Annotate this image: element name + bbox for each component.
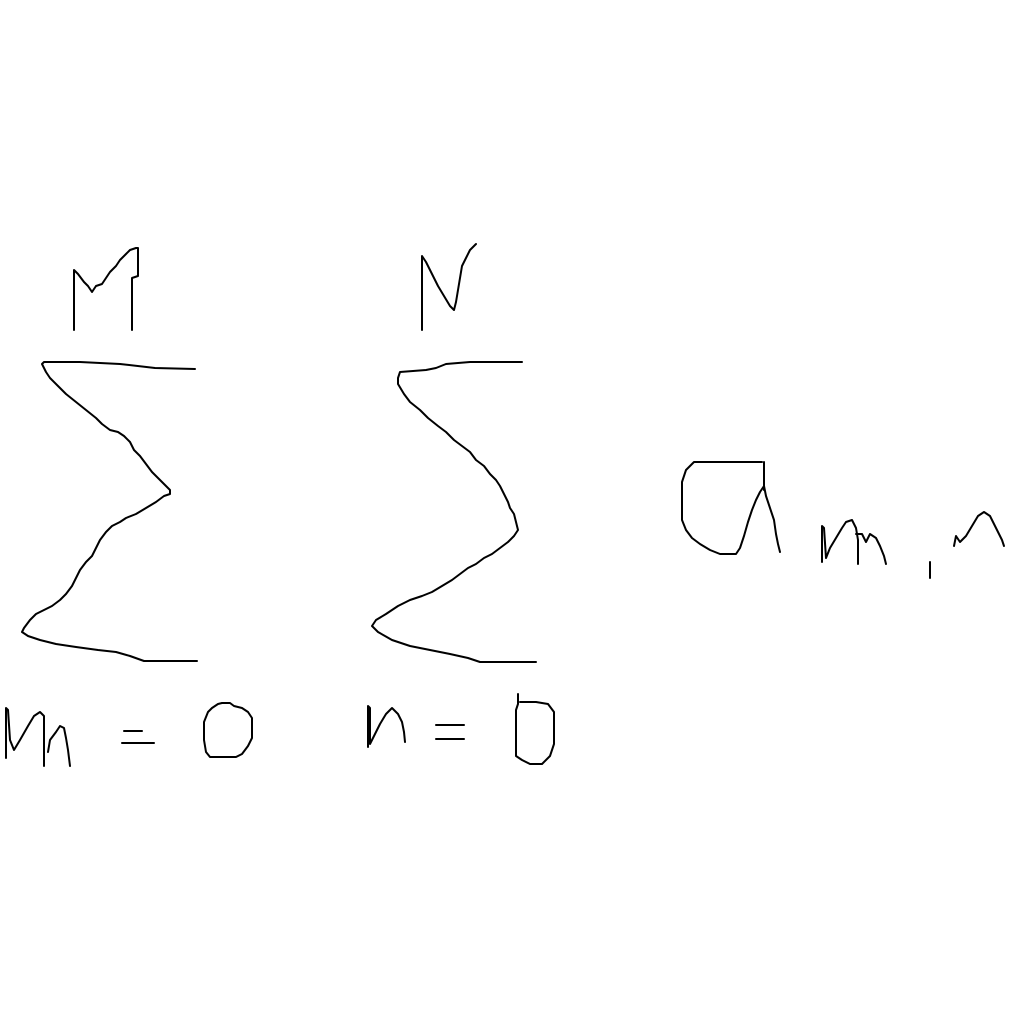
inner-sigma-symbol bbox=[371, 361, 537, 663]
outer-sigma-symbol bbox=[21, 361, 198, 662]
inner-sum-lower-index-n bbox=[367, 705, 406, 748]
inner-sum-lower-value-0 bbox=[515, 693, 555, 765]
inner-sum-equals-sign bbox=[435, 724, 465, 740]
term-subscript-n bbox=[953, 511, 1005, 547]
outer-sum-equals-sign bbox=[121, 730, 155, 744]
outer-sum-upper-limit-M bbox=[73, 247, 139, 331]
term-base-a bbox=[681, 461, 781, 555]
outer-sum-lower-index-m bbox=[5, 707, 71, 767]
term-subscript-m bbox=[821, 519, 887, 565]
inner-sum-upper-limit-N bbox=[421, 243, 477, 331]
outer-sum-lower-value-0 bbox=[203, 702, 253, 758]
